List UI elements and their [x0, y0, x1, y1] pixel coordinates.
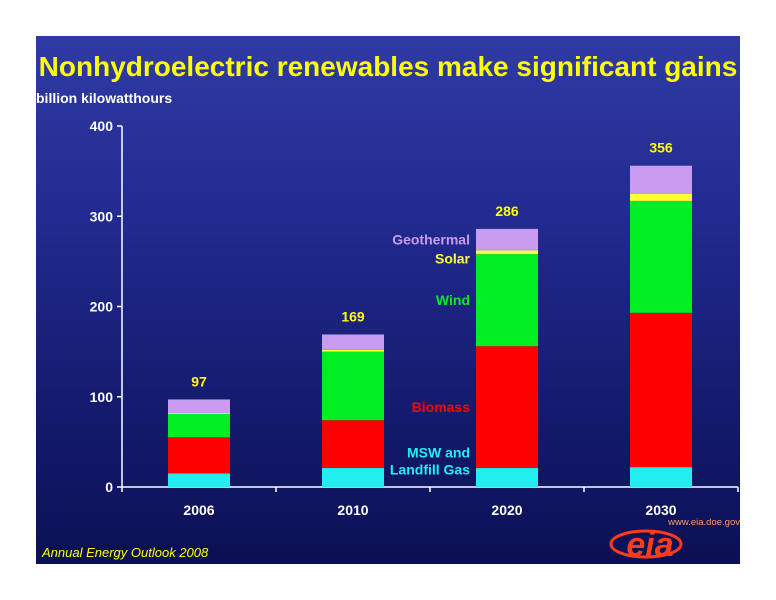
bar-segment [476, 468, 538, 487]
bar-total-label: 356 [649, 140, 673, 156]
bar-segment [630, 193, 692, 201]
bar-segment [476, 254, 538, 347]
bar-segment [168, 399, 230, 413]
y-tick-label: 200 [90, 299, 114, 315]
bar-segment [476, 250, 538, 255]
bar-segment [168, 412, 230, 414]
footer-source: Annual Energy Outlook 2008 [41, 545, 209, 560]
eia-logo-text: eia [626, 526, 673, 564]
labels: 2006 97 2010 169 2020 286 2030 356 [183, 140, 676, 518]
series-label: Solar [435, 250, 471, 266]
eia-logo: www.eia.doe.gov eia [609, 517, 740, 564]
bars [168, 165, 692, 487]
bar-segment [476, 228, 538, 251]
bar-total-label: 97 [191, 373, 207, 389]
series-label: MSW and Landfill Gas [390, 445, 470, 478]
x-tick-label: 2020 [491, 502, 522, 518]
x-tick-label: 2030 [645, 502, 676, 518]
bar-segment [476, 346, 538, 469]
y-tick-label: 0 [105, 479, 113, 495]
x-tick-label: 2006 [183, 502, 214, 518]
bar-segment [322, 334, 384, 350]
bar-segment [168, 413, 230, 438]
bar-segment [322, 420, 384, 469]
bar-segment [322, 468, 384, 487]
x-tick-label: 2010 [337, 502, 368, 518]
series-label: Geothermal [392, 232, 470, 248]
chart-title: Nonhydroelectric renewables make signifi… [39, 51, 738, 82]
series-label: Wind [436, 292, 470, 308]
eia-url: www.eia.doe.gov [667, 517, 740, 528]
bar-segment [322, 349, 384, 352]
bar-segment [322, 351, 384, 421]
y-tick-label: 100 [90, 389, 114, 405]
y-tick-label: 400 [90, 118, 114, 134]
bar-segment [168, 437, 230, 474]
bar-segment [168, 473, 230, 487]
bar-segment [630, 312, 692, 468]
series-labels: MSW and Landfill Gas Biomass Wind Solar Geoth… [390, 232, 471, 478]
y-axis-label: billion kilowatthours [36, 90, 172, 106]
chart-slide: Nonhydroelectric renewables make signifi… [36, 36, 740, 564]
y-tick-label: 300 [90, 208, 114, 224]
stacked-bar-chart: Nonhydroelectric renewables make signifi… [36, 51, 740, 564]
bar-segment [630, 200, 692, 313]
series-label: Biomass [412, 399, 471, 415]
bar-segment [630, 467, 692, 487]
bar-total-label: 286 [495, 203, 519, 219]
eia-logo-swoosh [609, 529, 683, 559]
bar-segment [630, 165, 692, 194]
bar-total-label: 169 [341, 308, 365, 324]
